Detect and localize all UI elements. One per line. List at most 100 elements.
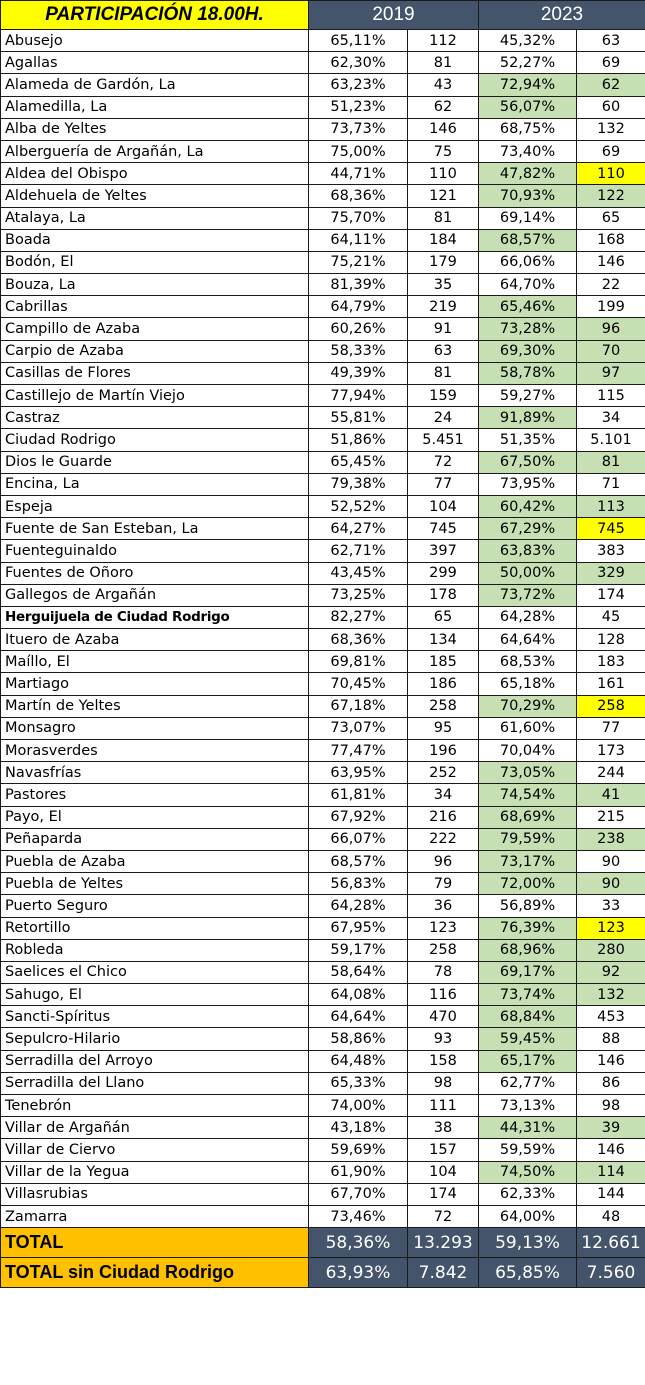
participation-2023: 64,64% — [478, 628, 577, 652]
table-row: Bodón, El 75,21% 179 66,06% 146 — [0, 250, 645, 275]
table-row: Puebla de Azaba 68,57% 96 73,17% 90 — [0, 849, 645, 874]
municipality-name: Martín de Yeltes — [0, 694, 309, 718]
voters-2019: 186 — [407, 672, 479, 696]
table-row: Herguijuela de Ciudad Rodrigo 82,27% 65 64,… — [0, 605, 645, 630]
participation-2019: 58,86% — [308, 1027, 408, 1051]
table-row: Sepulcro-Hilario 58,86% 93 59,45% 88 — [0, 1027, 645, 1051]
voters-2023: 90 — [576, 849, 645, 874]
total-row: TOTAL sin Ciudad Rodrigo 63,93% 7.842 65,85… — [0, 1257, 645, 1289]
table-row: Ituero de Azaba 68,36% 134 64,64% 128 — [0, 628, 645, 652]
municipality-name: Monsagro — [0, 716, 309, 741]
table-row: Retortillo 67,95% 123 76,39% 123 — [0, 916, 645, 940]
voters-2023: 96 — [576, 317, 645, 341]
table-row: Navasfrías 63,95% 252 73,05% 244 — [0, 761, 645, 785]
voters-2019: 159 — [407, 383, 479, 408]
voters-2019: 77 — [407, 472, 479, 496]
year-2019-header: 2019 — [308, 0, 479, 30]
total-municipality-name: TOTAL — [0, 1227, 309, 1259]
participation-2023: 73,40% — [478, 139, 577, 164]
municipality-name: Casillas de Flores — [0, 361, 309, 386]
participation-2023: 59,59% — [478, 1138, 577, 1162]
municipality-name: Alameda de Gardón, La — [0, 73, 309, 97]
municipality-name: Fuentes de Oñoro — [0, 561, 309, 585]
participation-2019: 66,07% — [308, 827, 408, 851]
total-voters-2019: 7.842 — [407, 1257, 479, 1289]
participation-2019: 73,46% — [308, 1204, 408, 1229]
participation-2019: 62,30% — [308, 51, 408, 75]
participation-2019: 65,11% — [308, 28, 408, 53]
participation-2023: 50,00% — [478, 561, 577, 585]
totals-rows: TOTAL 58,36% 13.293 59,13% 12.661 TOTAL sin C… — [0, 1227, 645, 1289]
table-row: Robleda 59,17% 258 68,96% 280 — [0, 938, 645, 962]
participation-table: PARTICIPACIÓN 18.00H. 2019 2023 Abusejo 6… — [0, 0, 645, 1289]
municipality-rows: Abusejo 65,11% 112 45,32% 63 Agallas 62,30% 81 5… — [0, 28, 645, 1229]
voters-2023: 280 — [576, 938, 645, 962]
participation-2019: 73,73% — [308, 117, 408, 141]
table-row: Encina, La 79,38% 77 73,95% 71 — [0, 472, 645, 496]
participation-2023: 68,75% — [478, 117, 577, 141]
participation-2023: 62,33% — [478, 1182, 577, 1206]
voters-2019: 185 — [407, 650, 479, 674]
participation-2019: 60,26% — [308, 317, 408, 341]
voters-2019: 38 — [407, 1116, 479, 1140]
voters-2023: 81 — [576, 450, 645, 474]
voters-2019: 79 — [407, 872, 479, 896]
voters-2019: 397 — [407, 539, 479, 563]
participation-2019: 75,21% — [308, 250, 408, 275]
participation-2023: 66,06% — [478, 250, 577, 275]
voters-2023: 453 — [576, 1005, 645, 1029]
voters-2019: 134 — [407, 628, 479, 652]
municipality-name: Dios le Guarde — [0, 450, 309, 474]
participation-2019: 70,45% — [308, 672, 408, 696]
participation-2023: 68,84% — [478, 1005, 577, 1029]
voters-2023: 114 — [576, 1160, 645, 1184]
table-row: Fuente de San Esteban, La 64,27% 745 67,29%… — [0, 517, 645, 541]
participation-2023: 73,13% — [478, 1093, 577, 1118]
municipality-name: Villar de Argañán — [0, 1116, 309, 1140]
voters-2019: 36 — [407, 894, 479, 918]
participation-2023: 45,32% — [478, 28, 577, 53]
participation-2023: 70,04% — [478, 738, 577, 763]
participation-2019: 64,48% — [308, 1049, 408, 1073]
voters-2023: 173 — [576, 738, 645, 763]
voters-2023: 122 — [576, 184, 645, 208]
table-row: Gallegos de Argañán 73,25% 178 73,72% 174 — [0, 583, 645, 607]
municipality-name: Martiago — [0, 672, 309, 696]
participation-2023: 73,95% — [478, 472, 577, 496]
participation-2019: 73,25% — [308, 583, 408, 607]
voters-2023: 183 — [576, 650, 645, 674]
table-row: Puerto Seguro 64,28% 36 56,89% 33 — [0, 894, 645, 918]
voters-2023: 238 — [576, 827, 645, 851]
participation-2023: 65,18% — [478, 672, 577, 696]
participation-2019: 64,79% — [308, 295, 408, 319]
voters-2019: 65 — [407, 605, 479, 630]
table-row: Aldehuela de Yeltes 68,36% 121 70,93% 122 — [0, 184, 645, 208]
participation-2023: 68,53% — [478, 650, 577, 674]
municipality-name: Bodón, El — [0, 250, 309, 275]
year-2023-header: 2023 — [478, 0, 645, 30]
table-row: Casillas de Flores 49,39% 81 58,78% 97 — [0, 361, 645, 386]
table-row: Abusejo 65,11% 112 45,32% 63 — [0, 28, 645, 53]
participation-2019: 62,71% — [308, 539, 408, 563]
participation-2019: 65,33% — [308, 1071, 408, 1096]
municipality-name: Fuente de San Esteban, La — [0, 517, 309, 541]
voters-2023: 39 — [576, 1116, 645, 1140]
participation-2019: 49,39% — [308, 361, 408, 386]
voters-2023: 41 — [576, 783, 645, 807]
participation-2019: 64,08% — [308, 983, 408, 1007]
municipality-name: Peñaparda — [0, 827, 309, 851]
municipality-name: Retortillo — [0, 916, 309, 940]
voters-2023: 146 — [576, 1049, 645, 1073]
municipality-name: Aldehuela de Yeltes — [0, 184, 309, 208]
voters-2023: 258 — [576, 694, 645, 718]
table-row: Carpio de Azaba 58,33% 63 69,30% 70 — [0, 339, 645, 363]
table-row: Campillo de Azaba 60,26% 91 73,28% 96 — [0, 317, 645, 341]
voters-2019: 258 — [407, 694, 479, 718]
municipality-name: Castraz — [0, 406, 309, 430]
voters-2023: 132 — [576, 983, 645, 1007]
voters-2019: 157 — [407, 1138, 479, 1162]
table-row: Serradilla del Llano 65,33% 98 62,77% 86 — [0, 1071, 645, 1096]
municipality-name: Payo, El — [0, 805, 309, 829]
voters-2023: 88 — [576, 1027, 645, 1051]
table-row: Atalaya, La 75,70% 81 69,14% 65 — [0, 206, 645, 230]
